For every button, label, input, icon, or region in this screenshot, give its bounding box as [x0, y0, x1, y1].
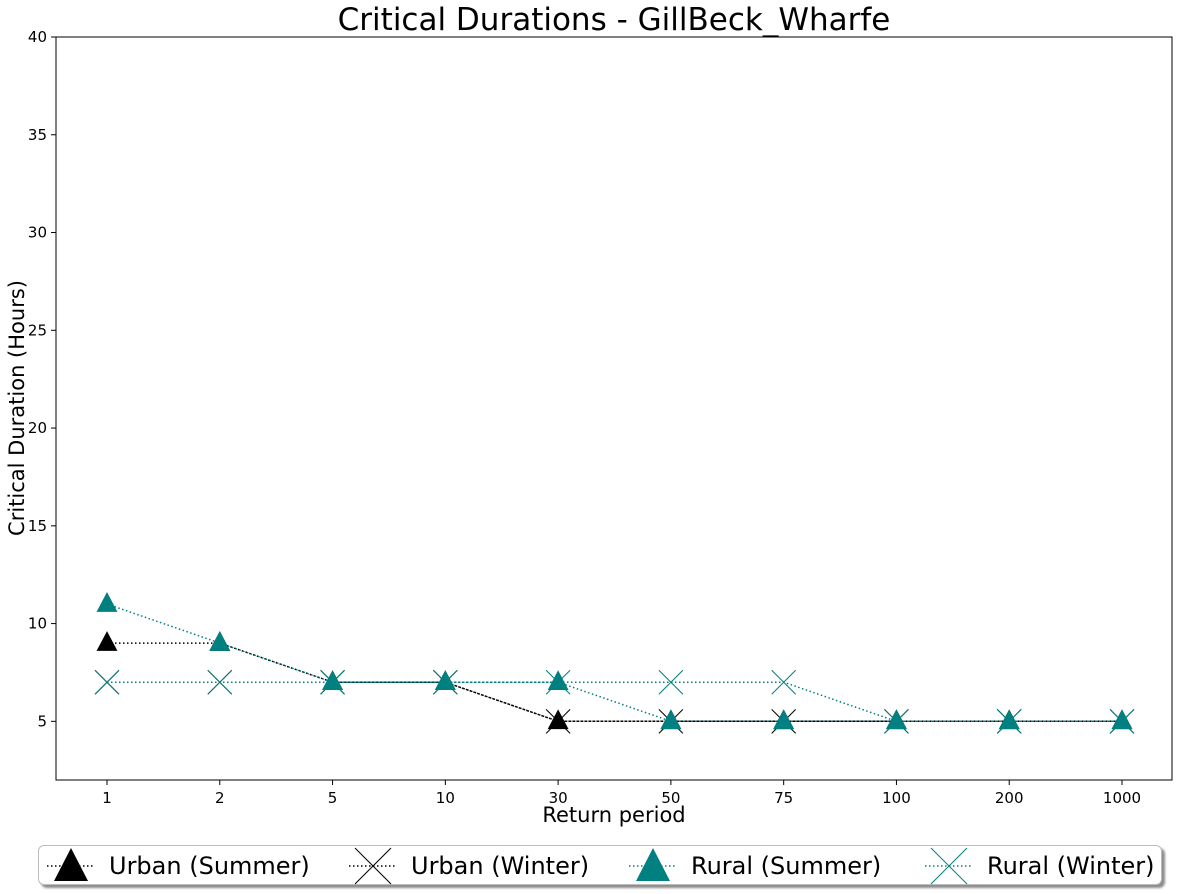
data-point-urban-winter	[545, 708, 571, 734]
data-point-rural-summer	[1111, 709, 1133, 730]
data-point-rural-winter	[94, 669, 120, 695]
data-point-rural-winter	[658, 669, 684, 695]
x-tick-label: 30	[549, 789, 568, 807]
x-tick-label: 5	[328, 789, 338, 807]
data-point-rural-winter	[1109, 708, 1135, 734]
series-line-urban-summer	[107, 642, 1122, 723]
x-tick-label: 75	[774, 789, 793, 807]
x-axis-label: Return period	[542, 803, 685, 827]
x-tick-label: 200	[995, 789, 1024, 807]
x-tick-label: 1000	[1103, 789, 1141, 807]
x-tick-label: 2	[215, 789, 225, 807]
legend-label: Rural (Winter)	[987, 852, 1155, 880]
data-point-rural-winter	[884, 708, 909, 734]
legend: Urban (Summer) Urban (Winter) Rural (Sum…	[38, 845, 1162, 885]
series-line-rural-winter	[107, 681, 1122, 723]
data-point-rural-summer	[886, 709, 907, 730]
x-tick-label: 100	[882, 789, 911, 807]
legend-swatch-rural-summer	[629, 848, 677, 881]
plot-area	[55, 36, 1173, 781]
data-point-rural-summer	[998, 709, 1020, 730]
x-tick-label: 50	[661, 789, 680, 807]
data-point-rural-summer	[660, 709, 682, 730]
data-point-rural-summer	[209, 631, 231, 651]
data-point-rural-summer	[547, 670, 569, 691]
series-markers	[94, 592, 1135, 734]
y-tick-label: 20	[28, 419, 47, 437]
legend-item-rural-winter: Rural (Winter)	[925, 846, 1155, 886]
data-point-rural-summer	[322, 670, 343, 691]
data-point-rural-summer	[96, 592, 118, 612]
y-axis-label: Critical Duration (Hours)	[5, 280, 29, 536]
legend-item-urban-summer: Urban (Summer)	[47, 846, 310, 886]
data-point-rural-winter	[996, 708, 1022, 734]
legend-label: Urban (Summer)	[109, 852, 310, 880]
x-tick-label: 1	[102, 789, 112, 807]
data-point-rural-summer	[773, 709, 795, 730]
legend-label: Rural (Summer)	[691, 852, 882, 880]
y-tick-label: 5	[37, 712, 47, 730]
legend-swatch-urban-summer	[47, 848, 95, 881]
series-lines	[106, 603, 1122, 723]
data-point-rural-winter	[432, 669, 458, 695]
data-point-urban-summer	[547, 709, 569, 730]
data-point-rural-summer	[434, 670, 456, 691]
y-tick-label: 10	[28, 615, 47, 633]
chart-title: Critical Durations - GillBeck_Wharfe	[338, 2, 891, 38]
y-tick-label: 40	[28, 28, 47, 46]
x-axis: 1 2 5 10 30 50 75 100 200 1000	[102, 780, 1141, 807]
data-point-rural-winter	[207, 669, 233, 695]
data-point-rural-winter	[771, 669, 797, 695]
data-point-rural-winter	[320, 669, 345, 695]
legend-item-rural-summer: Rural (Summer)	[629, 846, 881, 886]
series-line-rural-summer	[106, 603, 1122, 723]
x-tick-label: 10	[436, 789, 455, 807]
y-tick-label: 25	[28, 321, 47, 339]
y-axis: 5 10 15 20 25 30 35 40	[28, 28, 56, 730]
data-point-urban-summer	[96, 631, 118, 651]
y-tick-label: 15	[28, 517, 47, 535]
legend-swatch-rural-winter	[925, 847, 973, 885]
data-point-rural-winter	[545, 669, 571, 695]
series-line-urban-winter	[107, 681, 1122, 723]
y-tick-label: 35	[28, 126, 47, 144]
y-tick-label: 30	[28, 224, 47, 242]
legend-item-urban-winter: Urban (Winter)	[349, 846, 589, 886]
legend-swatch-urban-winter	[349, 847, 397, 885]
legend-label: Urban (Winter)	[411, 852, 590, 880]
